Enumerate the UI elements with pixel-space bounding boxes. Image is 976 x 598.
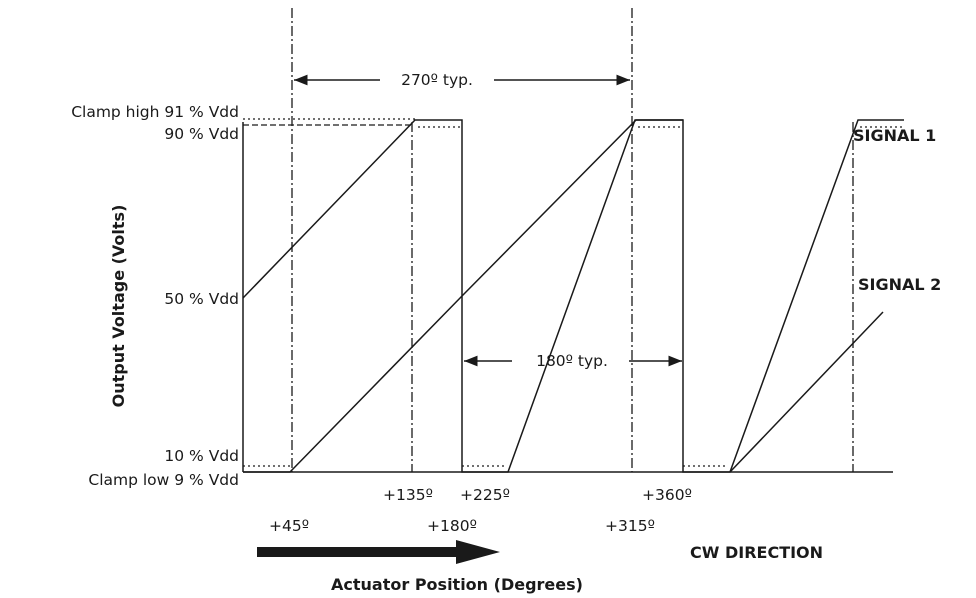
tick-360: +360º bbox=[642, 486, 692, 504]
x-axis-title: Actuator Position (Degrees) bbox=[331, 575, 583, 594]
signal-1-label: SIGNAL 1 bbox=[853, 126, 936, 145]
tick-45: +45º bbox=[269, 517, 309, 535]
span-180-label: 180º typ. bbox=[536, 352, 608, 370]
tick-135: +135º bbox=[383, 486, 433, 504]
cw-direction-arrow bbox=[257, 540, 500, 564]
signal-2-waveform bbox=[243, 119, 683, 473]
tick-180: +180º bbox=[427, 517, 477, 535]
signal-2-label: SIGNAL 2 bbox=[858, 275, 941, 294]
clamp-high-label: Clamp high 91 % Vdd bbox=[71, 103, 239, 121]
y-axis-title: Output Voltage (Volts) bbox=[109, 205, 128, 408]
tick-315: +315º bbox=[605, 517, 655, 535]
clamp-low-label: Clamp low 9 % Vdd bbox=[88, 471, 239, 489]
cw-direction-label: CW DIRECTION bbox=[690, 543, 823, 562]
signal-2-ramp bbox=[729, 311, 884, 473]
level-10-label: 10 % Vdd bbox=[164, 447, 239, 465]
tick-225: +225º bbox=[460, 486, 510, 504]
level-50-label: 50 % Vdd bbox=[164, 290, 239, 308]
span-270-label: 270º typ. bbox=[401, 71, 473, 89]
level-90-label: 90 % Vdd bbox=[164, 125, 239, 143]
